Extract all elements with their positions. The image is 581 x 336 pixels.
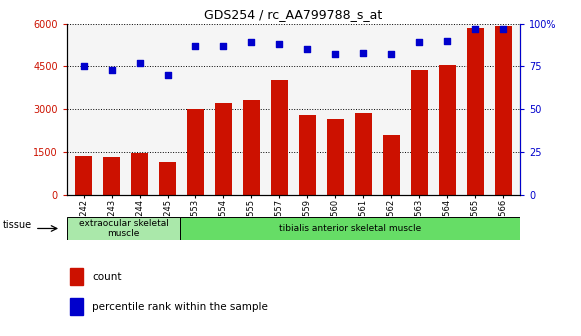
Point [191, 43, 200, 48]
Text: tissue: tissue [3, 220, 32, 230]
Point [387, 52, 396, 57]
Bar [159, 162, 176, 195]
Text: count: count [92, 271, 121, 282]
Point [331, 52, 340, 57]
Point [247, 40, 256, 45]
Point [471, 26, 480, 31]
Bar [299, 116, 316, 195]
Point [358, 50, 368, 55]
Text: extraocular skeletal
muscle: extraocular skeletal muscle [78, 219, 168, 238]
Bar [70, 298, 83, 315]
Bar [355, 114, 372, 195]
Bar [75, 156, 92, 195]
Point [79, 64, 88, 69]
Point [107, 67, 116, 73]
Bar [215, 102, 232, 195]
Bar [180, 217, 520, 240]
Bar [131, 153, 148, 195]
Point [135, 60, 144, 66]
Bar [327, 119, 344, 195]
Point [498, 26, 508, 31]
Point [275, 41, 284, 47]
Bar [67, 217, 180, 240]
Bar [383, 135, 400, 195]
Point [415, 40, 424, 45]
Point [219, 43, 228, 48]
Bar [103, 158, 120, 195]
Point [303, 47, 312, 52]
Bar [187, 109, 204, 195]
Point [163, 72, 172, 78]
Text: percentile rank within the sample: percentile rank within the sample [92, 302, 268, 312]
Bar [467, 28, 483, 195]
Title: GDS254 / rc_AA799788_s_at: GDS254 / rc_AA799788_s_at [205, 8, 382, 21]
Bar [70, 268, 83, 285]
Bar [411, 70, 428, 195]
Bar [271, 80, 288, 195]
Text: tibialis anterior skeletal muscle: tibialis anterior skeletal muscle [279, 224, 421, 233]
Bar [439, 65, 456, 195]
Point [443, 38, 452, 43]
Bar [495, 27, 512, 195]
Bar [243, 100, 260, 195]
